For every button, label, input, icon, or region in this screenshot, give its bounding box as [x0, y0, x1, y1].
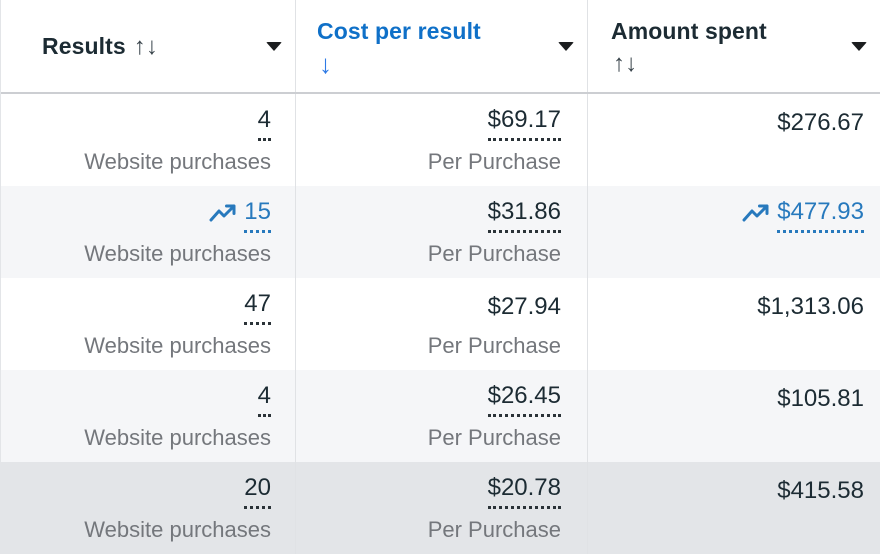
table-row: 15 Website purchases $31.86 Per Purchase… [1, 186, 880, 278]
results-subtitle: Website purchases [84, 333, 271, 358]
results-value[interactable]: 20 [244, 473, 271, 509]
column-header-amount-spent[interactable]: Amount spent ↑↓ [588, 0, 880, 92]
spent-value: $1,313.06 [757, 293, 864, 320]
results-cell: 47 Website purchases [1, 278, 296, 370]
results-cell: 15 Website purchases [1, 186, 296, 278]
results-value[interactable]: 4 [257, 105, 271, 141]
cost-subtitle: Per Purchase [427, 241, 561, 266]
trend-up-icon [742, 204, 769, 221]
column-label-amount-spent: Amount spent [611, 17, 767, 44]
table-header-row: Results ↑↓ Cost per result ↓ Amount spent ↑… [1, 0, 880, 94]
amount-spent-cell: $276.67 [588, 94, 880, 186]
cost-per-result-cell: $20.78 Per Purchase [296, 462, 588, 554]
results-cell: 4 Website purchases [1, 370, 296, 462]
column-header-cost-text: Cost per result ↓ [317, 14, 481, 79]
results-value[interactable]: 47 [244, 289, 271, 325]
cost-value: $27.94 [487, 293, 561, 320]
cost-subtitle: Per Purchase [427, 149, 561, 174]
sort-desc-icon: ↓ [319, 48, 333, 79]
cost-value[interactable]: $20.78 [487, 473, 561, 509]
sort-both-icon: ↑↓ [613, 49, 638, 77]
results-subtitle: Website purchases [84, 149, 271, 174]
spent-value: $105.81 [777, 385, 864, 412]
cost-value[interactable]: $26.45 [487, 381, 561, 417]
results-value[interactable]: 4 [257, 381, 271, 417]
column-header-results-text: Results ↑↓ [42, 29, 158, 64]
table-row: 20 Website purchases $20.78 Per Purchase… [1, 462, 880, 554]
cost-value[interactable]: $69.17 [487, 105, 561, 141]
table-row: 4 Website purchases $69.17 Per Purchase … [1, 94, 880, 186]
results-subtitle: Website purchases [84, 425, 271, 450]
spent-value: $276.67 [777, 109, 864, 136]
amount-spent-cell: $1,313.06 [588, 278, 880, 370]
results-cell: 4 Website purchases [1, 94, 296, 186]
cost-subtitle: Per Purchase [427, 333, 561, 358]
column-header-cost-per-result[interactable]: Cost per result ↓ [296, 0, 588, 92]
amount-spent-cell: $415.58 [588, 462, 880, 554]
column-header-spent-text: Amount spent ↑↓ [611, 14, 767, 79]
trend-up-icon [209, 204, 236, 221]
table-row: 4 Website purchases $26.45 Per Purchase … [1, 370, 880, 462]
cost-subtitle: Per Purchase [427, 517, 561, 542]
results-subtitle: Website purchases [84, 517, 271, 542]
cost-per-result-cell: $27.94 Per Purchase [296, 278, 588, 370]
column-header-results[interactable]: Results ↑↓ [1, 0, 296, 92]
column-menu-caret-icon[interactable] [266, 42, 282, 51]
cost-subtitle: Per Purchase [427, 425, 561, 450]
cost-per-result-cell: $26.45 Per Purchase [296, 370, 588, 462]
results-value[interactable]: 15 [244, 197, 271, 233]
column-label-cost-per-result: Cost per result [317, 17, 481, 44]
cost-per-result-cell: $69.17 Per Purchase [296, 94, 588, 186]
column-menu-caret-icon[interactable] [558, 42, 574, 51]
results-subtitle: Website purchases [84, 241, 271, 266]
column-label-results: Results [42, 32, 126, 59]
spent-value: $415.58 [777, 477, 864, 504]
amount-spent-cell: $477.93 [588, 186, 880, 278]
column-menu-caret-icon[interactable] [851, 42, 867, 51]
cost-value[interactable]: $31.86 [487, 197, 561, 233]
cost-per-result-cell: $31.86 Per Purchase [296, 186, 588, 278]
amount-spent-cell: $105.81 [588, 370, 880, 462]
table-row: 47 Website purchases $27.94 Per Purchase… [1, 278, 880, 370]
sort-both-icon: ↑↓ [133, 32, 158, 60]
results-cell: 20 Website purchases [1, 462, 296, 554]
spent-value[interactable]: $477.93 [777, 197, 864, 233]
